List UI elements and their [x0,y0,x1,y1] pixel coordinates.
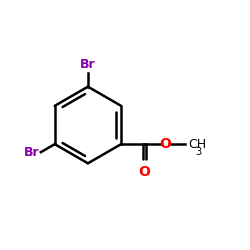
Text: O: O [139,165,150,179]
Text: 3: 3 [195,147,202,157]
Text: Br: Br [24,146,40,159]
Text: O: O [160,137,172,151]
Text: CH: CH [188,138,206,151]
Text: Br: Br [80,58,96,71]
